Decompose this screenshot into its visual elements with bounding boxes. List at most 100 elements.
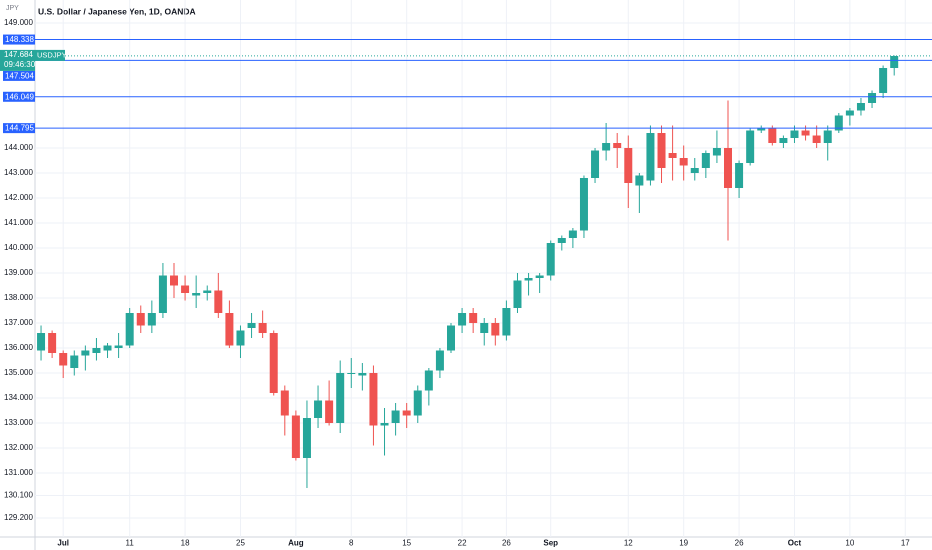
candle-body [424, 370, 433, 391]
candle-body [879, 68, 888, 93]
candle-body [790, 130, 799, 138]
candle-body [868, 93, 877, 103]
candle-body [458, 313, 467, 326]
candle-body [59, 353, 68, 366]
symbol-bg [35, 49, 65, 61]
x-tick-label: Sep [543, 539, 558, 548]
candle-body [158, 275, 167, 313]
candle-body [380, 423, 389, 426]
candle-body [480, 323, 489, 333]
candle-body [502, 308, 511, 336]
y-tick-label: 134.000 [4, 393, 33, 402]
candle-body [325, 400, 334, 423]
candle-body [712, 148, 721, 156]
candle-body [779, 138, 788, 143]
candle-body [37, 333, 46, 351]
candle-body [447, 325, 455, 351]
candle-body [624, 148, 633, 183]
candle-body [746, 130, 755, 163]
candle-body [435, 350, 444, 371]
x-tick-label: 10 [845, 539, 854, 548]
price-line-label: 147.504 [5, 72, 34, 81]
last-price-label: 147.684 [4, 50, 33, 59]
candle-body [103, 345, 112, 351]
candle-body [513, 280, 522, 308]
candle-body [125, 313, 134, 346]
candle-body [114, 345, 123, 348]
x-tick-label: 17 [901, 539, 910, 548]
x-tick-label: 26 [502, 539, 511, 548]
candle-body [834, 115, 843, 131]
candle-body [491, 323, 500, 336]
y-tick-label: 140.000 [4, 243, 33, 252]
candle-body [679, 158, 688, 166]
candle-body [535, 275, 544, 278]
candle-body [236, 330, 245, 346]
y-tick-label: 138.000 [4, 293, 33, 302]
candle-body [668, 153, 677, 158]
x-tick-label: 8 [349, 539, 354, 548]
candle-body [890, 56, 899, 68]
candle-body [635, 175, 644, 186]
x-tick-label: Jul [57, 539, 69, 548]
candle-body [192, 293, 201, 296]
y-tick-label: 130.100 [4, 491, 33, 500]
countdown-label: 09:46:30 [4, 60, 36, 69]
candle-body [70, 355, 79, 368]
candle-body [203, 290, 212, 293]
candle-body [314, 400, 323, 418]
price-line-label: 144.795 [5, 124, 34, 133]
grid [35, 0, 932, 537]
x-tick-label: Aug [288, 539, 304, 548]
candle-body [557, 238, 566, 243]
candle-body [269, 333, 278, 393]
candle-body [214, 290, 223, 313]
candle-body [613, 143, 622, 148]
candle-body [302, 418, 311, 458]
x-tick-label: 18 [181, 539, 190, 548]
price-line-label-bg [3, 34, 35, 45]
x-tick-label: 25 [236, 539, 245, 548]
y-tick-label: 135.000 [4, 368, 33, 377]
candle-body [336, 373, 345, 423]
price-line-label-bg [3, 91, 35, 102]
candle-body [147, 313, 156, 326]
candle-body [845, 110, 854, 116]
candle-body [646, 133, 655, 181]
candle-body [735, 163, 744, 188]
candle-body [823, 130, 832, 143]
y-tick-label: 131.000 [4, 468, 33, 477]
candle-body [856, 103, 865, 111]
candle-body [48, 333, 57, 353]
candle-body [358, 373, 367, 376]
x-tick-label: 11 [126, 539, 135, 548]
candle-body [258, 323, 267, 333]
y-tick-label: 143.000 [4, 168, 33, 177]
candle-body [724, 148, 732, 188]
y-tick-label: 136.000 [4, 343, 33, 352]
y-tick-label: 149.000 [4, 18, 33, 27]
candle-body [347, 373, 356, 374]
candle-body [579, 178, 588, 231]
symbol-label: USDJPY [37, 50, 67, 59]
candle-body [81, 350, 90, 356]
candle-body [801, 130, 810, 136]
last-price-bg [0, 49, 35, 71]
candle-body [546, 243, 555, 276]
candle-body [402, 410, 411, 416]
candle-body [247, 323, 256, 328]
candle-body [757, 128, 766, 131]
candle-body [181, 285, 190, 293]
candle-body [524, 278, 533, 281]
candle-body [413, 390, 422, 416]
candle-body [225, 313, 234, 346]
candle-body [591, 150, 600, 178]
chart-title: U.S. Dollar / Japanese Yen, 1D, OANDA [38, 6, 196, 16]
y-tick-label: 137.000 [4, 318, 33, 327]
x-tick-label: 26 [735, 539, 744, 548]
candle-body [280, 390, 289, 416]
candle-body [291, 415, 300, 458]
price-line-label-bg [3, 70, 35, 81]
candle-body [690, 168, 699, 173]
